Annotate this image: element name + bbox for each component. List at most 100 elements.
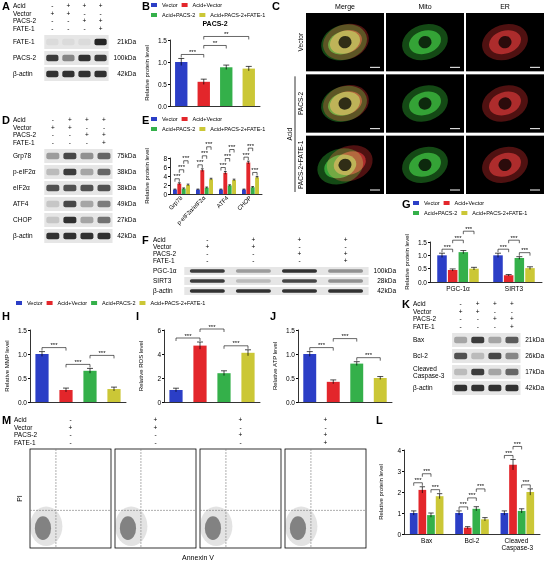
svg-text:***: *** [341,333,349,339]
svg-text:p-eIF2α/eIF2α: p-eIF2α/eIF2α [176,195,207,226]
svg-text:+: + [298,250,302,257]
svg-text:***: *** [468,492,476,498]
svg-text:-: - [103,124,105,131]
svg-text:-: - [83,10,85,17]
svg-text:1.0: 1.0 [18,351,27,358]
svg-text:2: 2 [397,489,401,496]
svg-text:***: *** [251,167,259,173]
svg-text:***: *** [228,144,236,150]
svg-text:+: + [324,416,328,423]
svg-text:Bcl-2: Bcl-2 [413,352,428,359]
svg-text:G: G [402,198,411,210]
svg-text:Relative protein level: Relative protein level [404,234,410,290]
svg-text:Annexin V: Annexin V [182,554,214,561]
svg-text:+: + [324,431,328,438]
svg-text:2: 2 [157,375,161,382]
svg-text:-: - [298,257,300,264]
svg-text:CHOP: CHOP [236,195,252,211]
svg-text:Relative MMP level: Relative MMP level [4,340,10,391]
svg-text:Acid+PACS-2: Acid+PACS-2 [102,300,135,306]
svg-text:0.5: 0.5 [418,265,427,272]
svg-text:p-eIF2α: p-eIF2α [13,168,36,176]
svg-text:β-actin: β-actin [153,287,173,295]
svg-text:***: *** [208,324,216,330]
svg-text:ER: ER [500,3,510,10]
svg-text:L: L [376,414,383,426]
svg-text:4: 4 [163,173,167,180]
svg-text:Acid: Acid [14,416,27,423]
svg-text:+: + [83,2,87,9]
svg-text:B: B [142,0,150,12]
svg-text:A: A [2,0,10,12]
svg-text:0.5: 0.5 [18,375,27,382]
svg-text:Bcl-2: Bcl-2 [465,537,480,544]
svg-text:38kDa: 38kDa [117,168,136,175]
svg-text:***: *** [224,153,232,159]
svg-text:Bax: Bax [413,336,425,343]
svg-text:+: + [69,424,73,431]
svg-text:***: *** [500,244,508,250]
svg-text:-: - [344,243,346,250]
svg-text:0: 0 [397,531,401,538]
svg-text:Grp78: Grp78 [13,152,31,160]
svg-text:***: *** [247,143,255,149]
svg-text:0.0: 0.0 [418,279,427,286]
svg-text:SIRT3: SIRT3 [153,277,172,284]
svg-text:Caspase-3: Caspase-3 [413,372,445,380]
svg-text:PACS-2: PACS-2 [413,315,436,322]
svg-text:***: *** [460,501,468,507]
svg-text:FATE-1: FATE-1 [14,439,36,446]
svg-text:FATE-1: FATE-1 [13,25,35,32]
svg-text:+: + [344,236,348,243]
svg-text:0.0: 0.0 [18,399,27,406]
svg-text:FATE-1: FATE-1 [13,139,35,146]
svg-text:***: *** [201,150,209,156]
svg-text:Acid+PACS-2+FATE-1: Acid+PACS-2+FATE-1 [210,126,265,132]
svg-text:CHOP: CHOP [13,216,32,223]
svg-text:3: 3 [397,468,401,475]
svg-text:PACS-2: PACS-2 [13,131,36,138]
svg-text:PACS-2: PACS-2 [202,20,227,27]
svg-text:-: - [52,116,54,123]
svg-text:Vector: Vector [424,200,440,206]
svg-text:1.0: 1.0 [158,59,167,66]
svg-text:***: *** [510,235,518,241]
svg-text:***: *** [415,477,423,483]
svg-text:+: + [51,124,55,131]
svg-text:PGC-1α: PGC-1α [153,267,177,274]
svg-text:Vector: Vector [413,308,432,315]
svg-text:PACS-2: PACS-2 [153,250,176,257]
svg-text:-: - [252,257,254,264]
svg-text:100kDa: 100kDa [114,54,137,61]
svg-text:***: *** [205,141,213,147]
svg-text:**: ** [224,31,229,37]
svg-text:***: *** [243,152,251,158]
svg-text:Acid: Acid [286,127,293,140]
svg-text:+: + [493,300,497,307]
svg-text:-: - [51,2,53,9]
svg-text:PACS-2: PACS-2 [14,431,37,438]
svg-text:+: + [102,139,106,146]
svg-text:***: *** [423,468,431,474]
svg-text:-: - [460,323,462,330]
svg-text:Relative ROS level: Relative ROS level [138,341,144,391]
svg-text:21kDa: 21kDa [525,336,544,343]
svg-text:SIRT3: SIRT3 [505,285,524,292]
svg-text:0.5: 0.5 [158,81,167,88]
svg-text:1: 1 [397,510,401,517]
svg-text:+: + [510,300,514,307]
svg-text:-: - [494,308,496,315]
svg-text:Relative ATP level: Relative ATP level [272,342,278,390]
svg-text:Relative protein level: Relative protein level [144,45,150,101]
svg-text:Acid+Vector: Acid+Vector [455,200,485,206]
svg-text:Acid+Vector: Acid+Vector [193,2,223,8]
svg-text:0: 0 [157,399,161,406]
svg-text:1.5: 1.5 [286,327,295,334]
svg-text:-: - [69,131,71,138]
svg-text:***: *** [220,162,228,168]
svg-text:***: *** [197,159,205,165]
svg-text:26kDa: 26kDa [525,352,544,359]
svg-text:Vector: Vector [13,10,32,17]
svg-text:Acid+PACS-2: Acid+PACS-2 [162,12,195,18]
svg-text:1.5: 1.5 [18,327,27,334]
